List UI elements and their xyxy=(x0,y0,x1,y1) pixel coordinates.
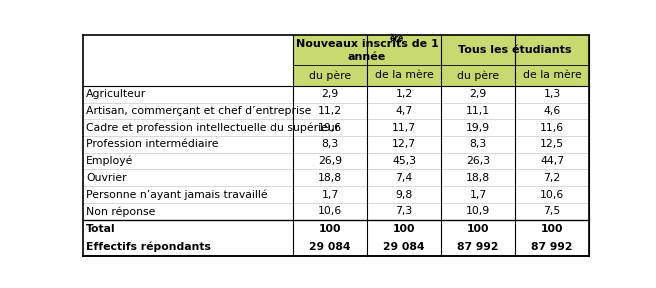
Text: 1,7: 1,7 xyxy=(321,190,338,200)
Text: Tous les étudiants: Tous les étudiants xyxy=(459,45,572,55)
Text: 1,2: 1,2 xyxy=(396,89,413,99)
Text: 29 084: 29 084 xyxy=(310,242,351,252)
Text: de la mère: de la mère xyxy=(523,70,581,80)
Text: 11,2: 11,2 xyxy=(318,106,342,116)
Text: 10,9: 10,9 xyxy=(466,206,490,216)
Text: 10,6: 10,6 xyxy=(540,190,564,200)
Text: 11,7: 11,7 xyxy=(392,123,416,133)
Text: 26,9: 26,9 xyxy=(318,156,342,166)
Text: 1,7: 1,7 xyxy=(469,190,487,200)
Text: 19,9: 19,9 xyxy=(466,123,490,133)
Text: 9,8: 9,8 xyxy=(396,190,413,200)
Text: Nouveaux inscrits de 1: Nouveaux inscrits de 1 xyxy=(296,39,438,49)
Text: 87 992: 87 992 xyxy=(531,242,573,252)
Text: Agriculteur: Agriculteur xyxy=(86,89,146,99)
Text: 8,3: 8,3 xyxy=(469,139,487,149)
Text: Effectifs répondants: Effectifs répondants xyxy=(86,242,211,252)
Text: 4,6: 4,6 xyxy=(544,106,561,116)
Text: 87 992: 87 992 xyxy=(457,242,499,252)
Text: 26,3: 26,3 xyxy=(466,156,490,166)
Text: ère: ère xyxy=(390,34,403,43)
Text: année: année xyxy=(348,52,386,62)
Bar xyxy=(293,35,589,65)
Text: 100: 100 xyxy=(319,224,341,234)
Text: du père: du père xyxy=(309,70,351,81)
Text: 100: 100 xyxy=(393,224,415,234)
Text: 19,6: 19,6 xyxy=(318,123,342,133)
Text: 11,1: 11,1 xyxy=(466,106,490,116)
Text: 7,2: 7,2 xyxy=(544,173,561,183)
Text: Cadre et profession intellectuelle du supérieur: Cadre et profession intellectuelle du su… xyxy=(86,122,339,133)
Text: Ouvrier: Ouvrier xyxy=(86,173,127,183)
Text: 45,3: 45,3 xyxy=(392,156,416,166)
Text: 12,5: 12,5 xyxy=(540,139,564,149)
Text: Employé: Employé xyxy=(86,156,133,166)
Bar xyxy=(293,65,589,86)
Text: Non réponse: Non réponse xyxy=(86,206,155,217)
Text: 29 084: 29 084 xyxy=(383,242,425,252)
Text: 100: 100 xyxy=(466,224,489,234)
Text: 11,6: 11,6 xyxy=(540,123,564,133)
Text: 1,3: 1,3 xyxy=(544,89,561,99)
Text: 7,3: 7,3 xyxy=(396,206,413,216)
Text: 44,7: 44,7 xyxy=(540,156,564,166)
Text: de la mère: de la mère xyxy=(375,70,434,80)
Text: 7,5: 7,5 xyxy=(544,206,561,216)
Text: Artisan, commerçant et chef d’entreprise: Artisan, commerçant et chef d’entreprise xyxy=(86,106,312,116)
Text: 10,6: 10,6 xyxy=(318,206,342,216)
Text: du père: du père xyxy=(457,70,499,81)
Text: 2,9: 2,9 xyxy=(469,89,487,99)
Text: 18,8: 18,8 xyxy=(318,173,342,183)
Text: 2,9: 2,9 xyxy=(321,89,338,99)
Text: 12,7: 12,7 xyxy=(392,139,416,149)
Text: 18,8: 18,8 xyxy=(466,173,490,183)
Text: 4,7: 4,7 xyxy=(396,106,413,116)
Text: 8,3: 8,3 xyxy=(321,139,338,149)
Text: 7,4: 7,4 xyxy=(396,173,413,183)
Text: Profession intermédiaire: Profession intermédiaire xyxy=(86,139,218,149)
Text: 100: 100 xyxy=(541,224,564,234)
Text: Personne n’ayant jamais travaillé: Personne n’ayant jamais travaillé xyxy=(86,189,268,200)
Text: Total: Total xyxy=(86,224,115,234)
